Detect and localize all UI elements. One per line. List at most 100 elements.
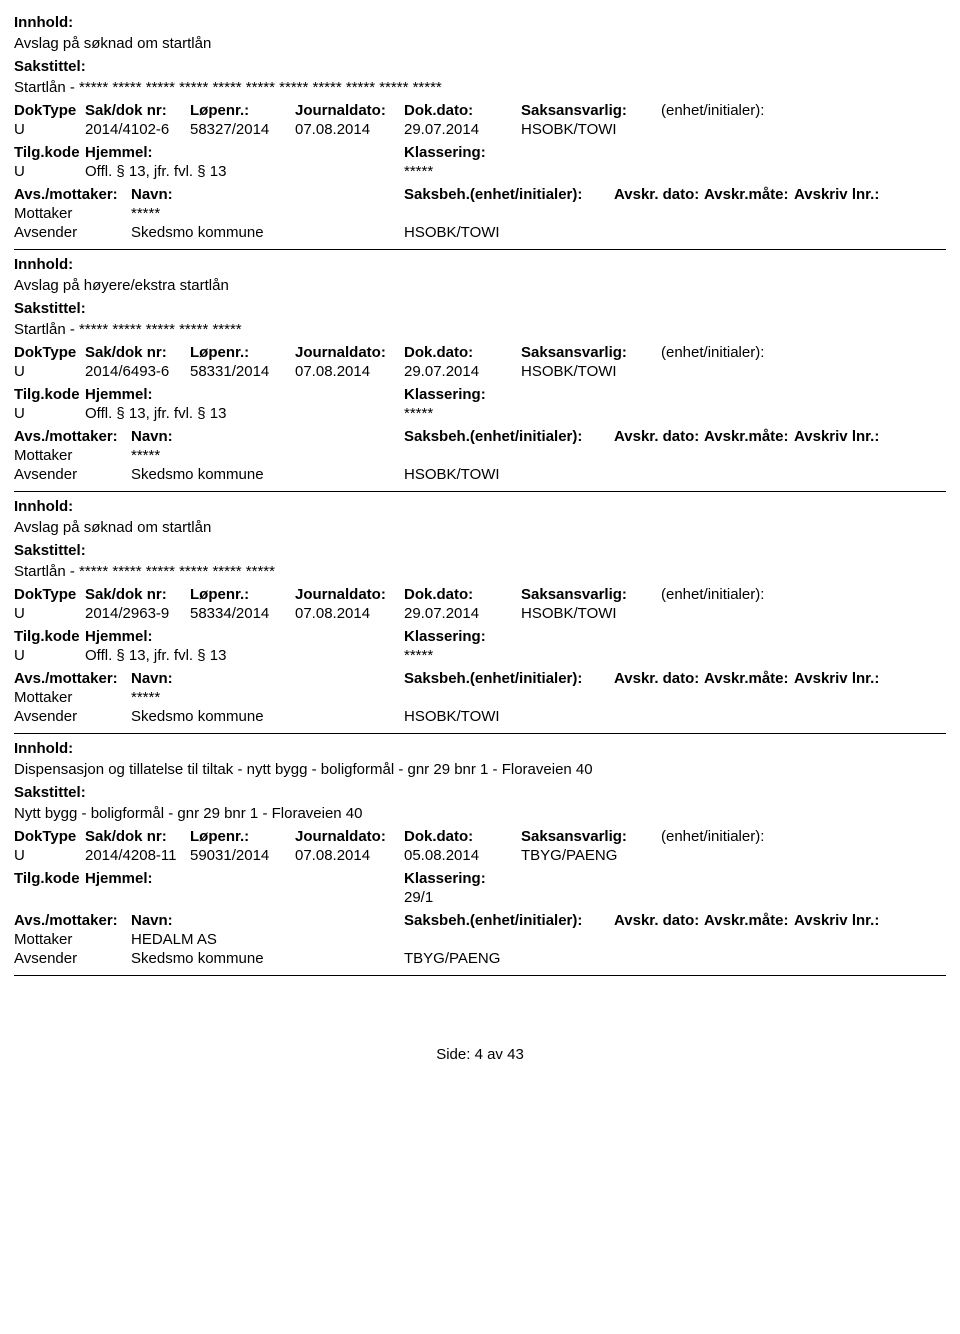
avsender-navn: Skedsmo kommune — [131, 708, 404, 725]
innhold-value: Avslag på søknad om startlån — [14, 519, 946, 536]
header-row-2: Tilg.kode Hjemmel: Klassering: — [14, 870, 946, 887]
dokdato-label: Dok.dato: — [404, 344, 521, 361]
saksansvarlig-value: TBYG/PAENG — [521, 847, 661, 864]
avsender-row: Avsender Skedsmo kommune HSOBK/TOWI — [14, 466, 946, 483]
innhold-value: Avslag på søknad om startlån — [14, 35, 946, 52]
avsmottaker-label: Avs./mottaker: — [14, 670, 131, 687]
doktype-label: DokType — [14, 828, 85, 845]
enhetinitialer-label: (enhet/initialer): — [661, 344, 946, 361]
value-row-2: U Offl. § 13, jfr. fvl. § 13 ***** — [14, 163, 946, 180]
klassering-value: 29/1 — [404, 889, 946, 906]
sakstittel-label: Sakstittel: — [14, 784, 946, 801]
saksansvarlig-value: HSOBK/TOWI — [521, 121, 661, 138]
header-row-1: DokType Sak/dok nr: Løpenr.: Journaldato… — [14, 586, 946, 603]
doktype-label: DokType — [14, 344, 85, 361]
doktype-value: U — [14, 363, 85, 380]
saksansvarlig-label: Saksansvarlig: — [521, 828, 661, 845]
tilgkode-value: U — [14, 405, 85, 422]
mottaker-label: Mottaker — [14, 689, 131, 706]
enhetinitialer-label: (enhet/initialer): — [661, 828, 946, 845]
avskrivlnr-label: Avskriv lnr.: — [794, 428, 946, 445]
avskrmate-label: Avskr.måte: — [704, 428, 794, 445]
avsender-label: Avsender — [14, 950, 131, 967]
saksansvarlig-label: Saksansvarlig: — [521, 344, 661, 361]
sakdok-value: 2014/6493-6 — [85, 363, 190, 380]
avsender-label: Avsender — [14, 224, 131, 241]
avsender-navn: Skedsmo kommune — [131, 950, 404, 967]
saksbeh-label: Saksbeh.(enhet/initialer): — [404, 670, 614, 687]
avskrdato-label: Avskr. dato: — [614, 186, 704, 203]
value-row-1: U 2014/2963-9 58334/2014 07.08.2014 29.0… — [14, 605, 946, 622]
hjemmel-label: Hjemmel: — [85, 144, 404, 161]
header-row-2: Tilg.kode Hjemmel: Klassering: — [14, 144, 946, 161]
klassering-label: Klassering: — [404, 386, 946, 403]
lopenr-value: 58334/2014 — [190, 605, 295, 622]
sakstittel-value: Startlån - ***** ***** ***** ***** *****… — [14, 563, 946, 580]
value-row-1: U 2014/4102-6 58327/2014 07.08.2014 29.0… — [14, 121, 946, 138]
avsender-row: Avsender Skedsmo kommune TBYG/PAENG — [14, 950, 946, 967]
header-row-1: DokType Sak/dok nr: Løpenr.: Journaldato… — [14, 828, 946, 845]
navn-label: Navn: — [131, 912, 404, 929]
mottaker-navn: HEDALM AS — [131, 931, 404, 948]
journal-record: Innhold: Avslag på søknad om startlån Sa… — [14, 498, 946, 725]
innhold-value: Avslag på høyere/ekstra startlån — [14, 277, 946, 294]
sakstittel-value: Startlån - ***** ***** ***** ***** *****… — [14, 79, 946, 96]
journaldato-label: Journaldato: — [295, 344, 404, 361]
avsmottaker-label: Avs./mottaker: — [14, 186, 131, 203]
sakstittel-label: Sakstittel: — [14, 58, 946, 75]
mottaker-saksbeh — [404, 447, 946, 464]
sakstittel-value: Startlån - ***** ***** ***** ***** ***** — [14, 321, 946, 338]
journaldato-label: Journaldato: — [295, 102, 404, 119]
record-divider — [14, 249, 946, 250]
avsender-label: Avsender — [14, 466, 131, 483]
doktype-label: DokType — [14, 586, 85, 603]
sakstittel-value: Nytt bygg - boligformål - gnr 29 bnr 1 -… — [14, 805, 946, 822]
klassering-value: ***** — [404, 405, 946, 422]
lopenr-label: Løpenr.: — [190, 102, 295, 119]
journal-record: Innhold: Avslag på søknad om startlån Sa… — [14, 14, 946, 241]
dokdato-value: 29.07.2014 — [404, 605, 521, 622]
tilgkode-label: Tilg.kode — [14, 870, 85, 887]
doktype-value: U — [14, 847, 85, 864]
journaldato-value: 07.08.2014 — [295, 605, 404, 622]
record-divider — [14, 975, 946, 976]
journal-record: Innhold: Avslag på høyere/ekstra startlå… — [14, 256, 946, 483]
hjemmel-label: Hjemmel: — [85, 870, 404, 887]
navn-label: Navn: — [131, 670, 404, 687]
mottaker-navn: ***** — [131, 447, 404, 464]
dokdato-label: Dok.dato: — [404, 828, 521, 845]
header-row-3: Avs./mottaker: Navn: Saksbeh.(enhet/init… — [14, 186, 946, 203]
value-row-2: U Offl. § 13, jfr. fvl. § 13 ***** — [14, 405, 946, 422]
journal-record: Innhold: Dispensasjon og tillatelse til … — [14, 740, 946, 967]
avsender-saksbeh: HSOBK/TOWI — [404, 466, 946, 483]
dokdato-value: 05.08.2014 — [404, 847, 521, 864]
value-row-1: U 2014/6493-6 58331/2014 07.08.2014 29.0… — [14, 363, 946, 380]
lopenr-value: 59031/2014 — [190, 847, 295, 864]
saksansvarlig-value: HSOBK/TOWI — [521, 363, 661, 380]
avsender-saksbeh: HSOBK/TOWI — [404, 224, 946, 241]
record-divider — [14, 491, 946, 492]
doktype-value: U — [14, 121, 85, 138]
klassering-label: Klassering: — [404, 144, 946, 161]
journaldato-value: 07.08.2014 — [295, 121, 404, 138]
mottaker-saksbeh — [404, 931, 946, 948]
avskrmate-label: Avskr.måte: — [704, 670, 794, 687]
header-row-3: Avs./mottaker: Navn: Saksbeh.(enhet/init… — [14, 912, 946, 929]
hjemmel-value: Offl. § 13, jfr. fvl. § 13 — [85, 647, 404, 664]
mottaker-saksbeh — [404, 205, 946, 222]
hjemmel-value: Offl. § 13, jfr. fvl. § 13 — [85, 405, 404, 422]
journaldato-label: Journaldato: — [295, 586, 404, 603]
mottaker-saksbeh — [404, 689, 946, 706]
sakdok-label: Sak/dok nr: — [85, 828, 190, 845]
innhold-label: Innhold: — [14, 14, 946, 31]
saksansvarlig-label: Saksansvarlig: — [521, 586, 661, 603]
klassering-label: Klassering: — [404, 870, 946, 887]
sakdok-value: 2014/4102-6 — [85, 121, 190, 138]
mottaker-row: Mottaker HEDALM AS — [14, 931, 946, 948]
doktype-label: DokType — [14, 102, 85, 119]
saksbeh-label: Saksbeh.(enhet/initialer): — [404, 186, 614, 203]
page-footer: Side: 4 av 43 — [14, 1046, 946, 1063]
avskrdato-label: Avskr. dato: — [614, 670, 704, 687]
avsender-saksbeh: TBYG/PAENG — [404, 950, 946, 967]
dokdato-label: Dok.dato: — [404, 586, 521, 603]
